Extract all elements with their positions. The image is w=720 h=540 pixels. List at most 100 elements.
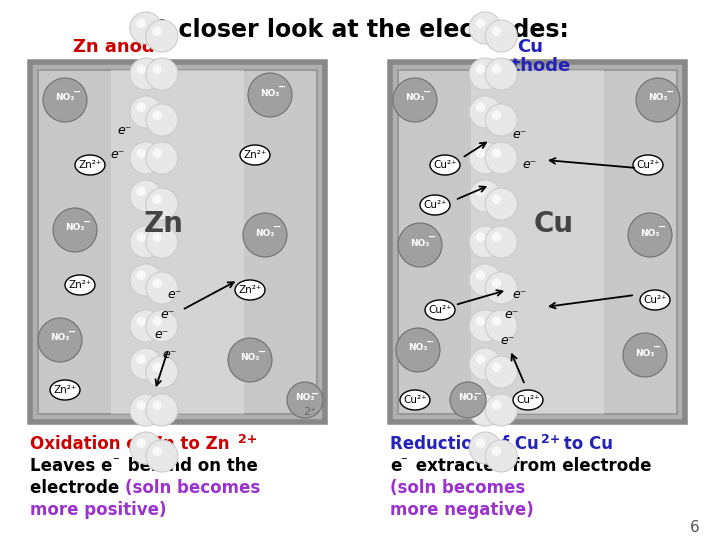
- Circle shape: [476, 354, 485, 364]
- Text: electrode: electrode: [30, 479, 125, 497]
- Text: 2+: 2+: [541, 433, 560, 446]
- Circle shape: [492, 26, 501, 36]
- Text: Cu²⁺: Cu²⁺: [516, 395, 540, 405]
- Text: Cu²⁺: Cu²⁺: [423, 200, 447, 210]
- Circle shape: [130, 12, 162, 44]
- Text: −: −: [428, 232, 436, 242]
- Bar: [30, 62, 325, 422]
- Circle shape: [476, 64, 485, 74]
- Text: e⁻: e⁻: [513, 129, 527, 141]
- Text: −: −: [658, 222, 666, 232]
- Text: −: −: [83, 217, 91, 227]
- Circle shape: [492, 447, 501, 456]
- Circle shape: [469, 12, 501, 44]
- Text: Cu²⁺: Cu²⁺: [643, 295, 667, 305]
- Circle shape: [636, 78, 680, 122]
- Circle shape: [492, 232, 501, 242]
- Circle shape: [396, 328, 440, 372]
- Circle shape: [130, 58, 162, 90]
- Text: Cu²⁺: Cu²⁺: [433, 160, 456, 170]
- Text: more positive): more positive): [30, 501, 166, 519]
- Circle shape: [485, 226, 517, 258]
- Circle shape: [476, 18, 485, 28]
- Circle shape: [476, 400, 485, 410]
- Circle shape: [469, 142, 501, 174]
- Text: e⁻: e⁻: [168, 288, 182, 301]
- Circle shape: [130, 96, 162, 128]
- Circle shape: [153, 64, 162, 74]
- Circle shape: [469, 310, 501, 342]
- Circle shape: [492, 362, 501, 372]
- Text: NO₃: NO₃: [55, 93, 75, 103]
- Circle shape: [146, 440, 178, 472]
- Text: NO₃: NO₃: [66, 224, 85, 233]
- Circle shape: [136, 18, 146, 28]
- Text: Cu: Cu: [517, 38, 543, 56]
- Text: (soln becomes: (soln becomes: [125, 479, 260, 497]
- Text: NO₃: NO₃: [640, 228, 660, 238]
- Text: e⁻: e⁻: [155, 328, 169, 341]
- Text: −: −: [68, 327, 76, 338]
- Text: e⁻: e⁻: [111, 148, 125, 161]
- Circle shape: [623, 333, 667, 377]
- Circle shape: [469, 58, 501, 90]
- Text: NO₃: NO₃: [261, 89, 279, 98]
- Circle shape: [136, 103, 146, 112]
- Circle shape: [130, 226, 162, 258]
- Text: e⁻: e⁻: [505, 308, 519, 321]
- Ellipse shape: [240, 145, 270, 165]
- Circle shape: [469, 264, 501, 296]
- Circle shape: [146, 356, 178, 388]
- Circle shape: [492, 110, 501, 120]
- Text: Cu²⁺: Cu²⁺: [403, 395, 427, 405]
- Text: e⁻: e⁻: [523, 159, 537, 172]
- Circle shape: [146, 272, 178, 304]
- Circle shape: [485, 440, 517, 472]
- Circle shape: [130, 310, 162, 342]
- Circle shape: [130, 264, 162, 296]
- Circle shape: [228, 338, 272, 382]
- Circle shape: [136, 400, 146, 410]
- Text: e: e: [390, 457, 401, 475]
- Text: behind on the: behind on the: [122, 457, 258, 475]
- Text: ⁻: ⁻: [400, 455, 407, 468]
- Text: e⁻: e⁻: [513, 288, 527, 301]
- Circle shape: [469, 348, 501, 380]
- Circle shape: [476, 271, 485, 280]
- Ellipse shape: [513, 390, 543, 410]
- Circle shape: [485, 20, 517, 52]
- Circle shape: [130, 142, 162, 174]
- Text: Zn²⁺: Zn²⁺: [78, 160, 102, 170]
- Text: Cu²⁺: Cu²⁺: [428, 305, 452, 315]
- Circle shape: [136, 64, 146, 74]
- Circle shape: [136, 316, 146, 326]
- Text: NO₃: NO₃: [648, 93, 667, 103]
- Circle shape: [485, 58, 517, 90]
- Text: −: −: [653, 342, 661, 352]
- Circle shape: [485, 142, 517, 174]
- Text: Cu²⁺: Cu²⁺: [636, 160, 660, 170]
- Text: NO₃: NO₃: [50, 334, 70, 342]
- Circle shape: [476, 186, 485, 196]
- Circle shape: [146, 142, 178, 174]
- Circle shape: [287, 382, 323, 418]
- Text: −: −: [273, 222, 282, 232]
- Text: A closer look at the electrodes:: A closer look at the electrodes:: [152, 18, 568, 42]
- Circle shape: [153, 400, 162, 410]
- Circle shape: [153, 148, 162, 158]
- Circle shape: [146, 188, 178, 220]
- Circle shape: [136, 271, 146, 280]
- Circle shape: [492, 64, 501, 74]
- Text: 2+: 2+: [238, 433, 257, 446]
- Text: more negative): more negative): [390, 501, 534, 519]
- Bar: [111, 70, 244, 414]
- Ellipse shape: [75, 155, 105, 175]
- Circle shape: [136, 354, 146, 364]
- Text: NO₃: NO₃: [459, 394, 477, 402]
- Text: Cu: Cu: [534, 210, 573, 238]
- Circle shape: [485, 272, 517, 304]
- Circle shape: [476, 232, 485, 242]
- Bar: [398, 70, 677, 414]
- Ellipse shape: [50, 380, 80, 400]
- Text: Zn anode: Zn anode: [73, 38, 167, 56]
